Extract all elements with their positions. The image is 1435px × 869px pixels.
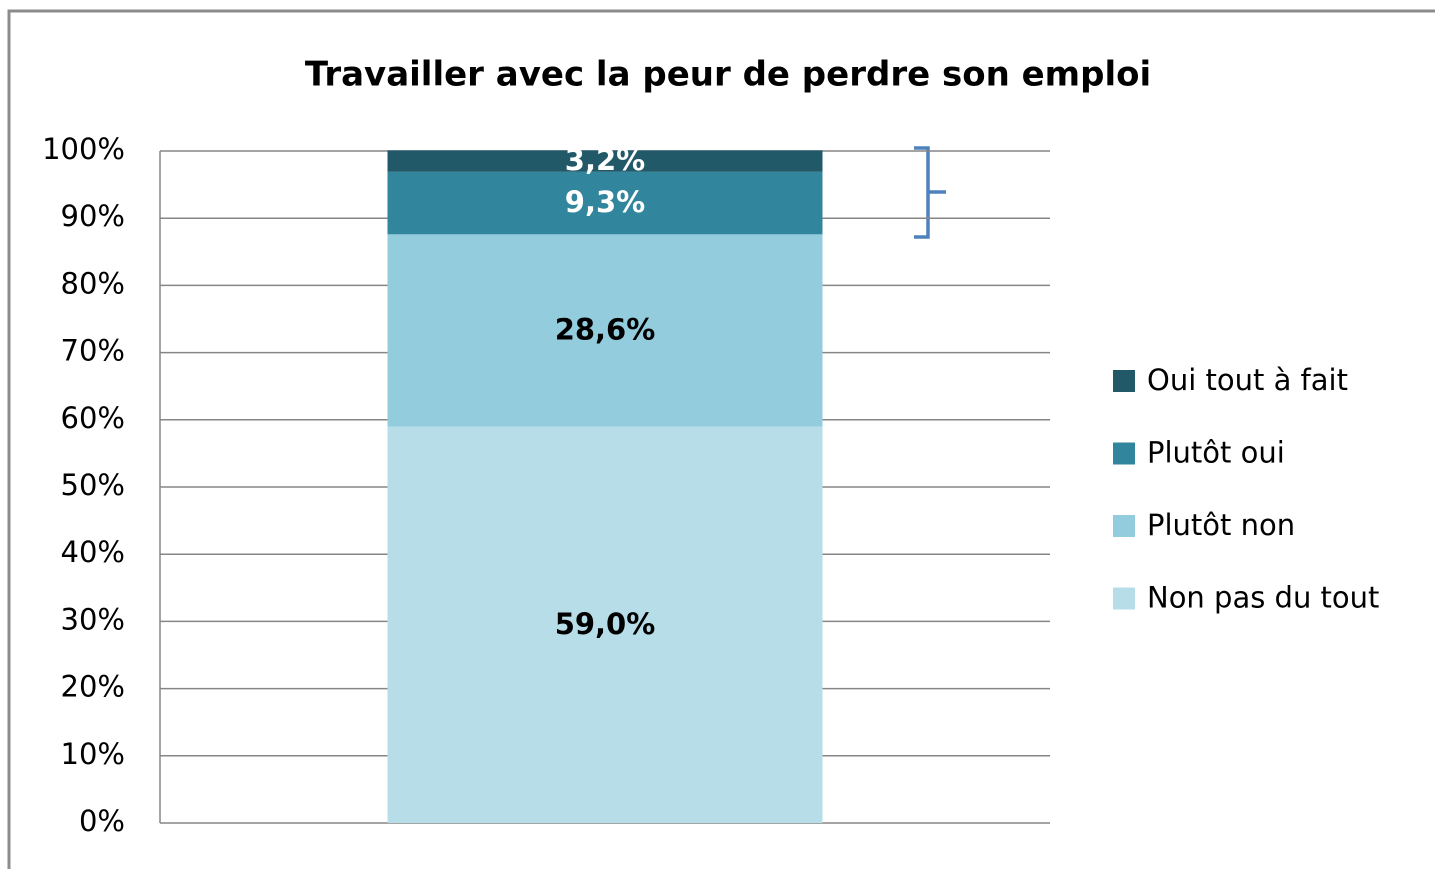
y-tick-label: 100% bbox=[42, 132, 125, 166]
legend-label: Plutôt non bbox=[1147, 508, 1295, 542]
data-label: 9,3% bbox=[565, 185, 645, 219]
y-tick-label: 30% bbox=[61, 602, 125, 636]
y-tick-label: 20% bbox=[61, 670, 125, 704]
bar-segment bbox=[387, 171, 823, 235]
bar-segment bbox=[387, 426, 823, 823]
legend-label: Non pas du tout bbox=[1147, 581, 1379, 615]
y-tick-label: 90% bbox=[61, 199, 125, 233]
y-tick-label: 10% bbox=[61, 737, 125, 771]
legend-swatch bbox=[1113, 370, 1135, 392]
chart-title: Travailler avec la peur de perdre son em… bbox=[305, 55, 1151, 95]
legend-label: Plutôt oui bbox=[1147, 436, 1285, 470]
y-tick-label: 0% bbox=[79, 804, 125, 838]
legend-swatch bbox=[1113, 442, 1135, 465]
bracket bbox=[914, 146, 946, 239]
data-label: 3,2% bbox=[565, 143, 645, 177]
legend-label: Oui tout à fait bbox=[1147, 363, 1348, 397]
chart-frame bbox=[7, 9, 1435, 869]
data-label: 28,6% bbox=[555, 312, 656, 346]
y-tick-label: 40% bbox=[61, 535, 125, 569]
y-tick-label: 80% bbox=[61, 266, 125, 300]
y-tick-label: 50% bbox=[61, 468, 125, 502]
bar-segment bbox=[387, 150, 823, 172]
y-tick-label: 70% bbox=[61, 334, 125, 368]
legend-swatch bbox=[1113, 515, 1135, 537]
data-label: 59,0% bbox=[555, 607, 656, 641]
bar-segment bbox=[387, 234, 823, 427]
y-tick-label: 60% bbox=[61, 401, 125, 435]
legend-swatch bbox=[1113, 587, 1135, 610]
